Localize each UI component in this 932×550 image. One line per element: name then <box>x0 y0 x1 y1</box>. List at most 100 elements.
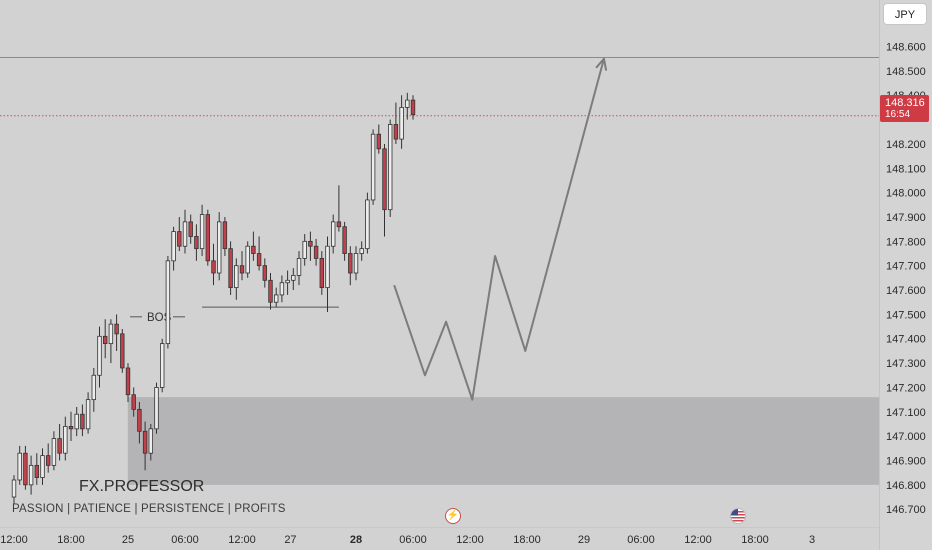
candle-body <box>51 438 57 466</box>
candle-body <box>171 231 176 262</box>
candle <box>273 287 279 308</box>
candle-body <box>23 452 28 486</box>
candle-body <box>382 148 387 211</box>
y-tick-label: 148.500 <box>886 66 926 78</box>
candle <box>405 92 410 120</box>
x-tick-label: 06:00 <box>171 534 199 546</box>
x-tick-label: 12:00 <box>228 534 256 546</box>
candle-body <box>34 464 39 478</box>
candle <box>342 221 347 261</box>
candle-body <box>262 265 267 281</box>
y-tick-label: 148.000 <box>886 188 926 200</box>
y-tick-label: 147.500 <box>886 309 926 321</box>
candle-body <box>268 279 273 303</box>
candle <box>34 453 39 485</box>
candle <box>23 445 28 490</box>
candle <box>365 192 370 254</box>
candle <box>188 214 193 244</box>
candle <box>51 431 57 471</box>
candle <box>216 212 222 281</box>
x-tick-label: 3 <box>809 534 815 546</box>
candle-body <box>365 199 370 250</box>
candle <box>353 246 359 281</box>
projection-path <box>393 58 605 401</box>
candle <box>85 392 91 434</box>
candle-body <box>194 236 199 250</box>
y-tick-label: 147.800 <box>886 236 926 248</box>
bos-label: BOS <box>147 312 172 324</box>
candle-body <box>234 265 239 289</box>
candle-body <box>319 257 324 289</box>
candle <box>387 119 393 217</box>
x-tick-label: 12:00 <box>684 534 712 546</box>
x-tick-label: 29 <box>578 534 590 546</box>
candle-body <box>120 333 125 369</box>
y-tick-label: 147.400 <box>886 334 926 346</box>
candle <box>171 226 176 271</box>
x-tick-label: 18:00 <box>513 534 541 546</box>
y-tick-label: 148.200 <box>886 139 926 151</box>
candle <box>11 475 17 505</box>
y-tick-label: 146.900 <box>886 455 926 467</box>
candle-body <box>393 124 399 140</box>
candle <box>46 443 51 473</box>
candle <box>137 402 142 444</box>
candle <box>262 258 267 288</box>
candle <box>313 238 319 266</box>
candle-body <box>216 221 222 274</box>
candle-body <box>325 245 330 289</box>
candle-body <box>40 455 45 478</box>
candle <box>182 209 188 254</box>
candle <box>63 416 68 461</box>
candle <box>177 216 182 252</box>
candle-body <box>142 430 148 454</box>
candle-body <box>370 133 376 201</box>
candle <box>194 224 199 261</box>
candle <box>17 445 22 485</box>
candle <box>199 204 205 256</box>
us-flag-icon[interactable] <box>730 508 746 524</box>
candle-body <box>177 231 182 247</box>
x-tick-label: 18:00 <box>57 534 85 546</box>
x-tick-label: 27 <box>284 534 296 546</box>
candle <box>359 241 364 261</box>
candle <box>57 423 62 461</box>
candle-body <box>108 323 114 345</box>
candle-body <box>279 282 285 296</box>
candle <box>251 231 256 261</box>
candle <box>399 95 404 149</box>
candle <box>222 216 228 256</box>
candle <box>40 448 45 485</box>
candle-body <box>211 260 216 274</box>
candle <box>239 251 245 281</box>
x-tick-label: 12:00 <box>456 534 484 546</box>
candle-body <box>405 99 410 108</box>
candle <box>382 143 387 237</box>
y-tick-label: 146.700 <box>886 504 926 516</box>
candle-body <box>137 408 142 432</box>
x-tick-label: 12:00 <box>0 534 28 546</box>
candle <box>325 236 330 312</box>
candle-body <box>239 265 245 274</box>
candle-body <box>148 428 153 454</box>
lightning-icon[interactable]: ⚡ <box>445 508 461 524</box>
candle-body <box>296 257 302 276</box>
candle <box>114 314 119 351</box>
candle-body <box>245 245 250 274</box>
candle-body <box>376 133 381 150</box>
candle-body <box>11 479 17 498</box>
candle-body <box>63 426 68 454</box>
candle-body <box>228 248 233 289</box>
candle-body <box>199 214 205 250</box>
candle-body <box>97 335 102 376</box>
candle <box>234 258 239 300</box>
x-tick-label: 28 <box>350 534 362 546</box>
currency-button[interactable]: JPY <box>883 3 927 25</box>
candle <box>120 329 125 373</box>
candle <box>308 231 313 261</box>
candle <box>256 236 262 271</box>
candle-body <box>205 214 210 262</box>
y-tick-label: 146.800 <box>886 480 926 492</box>
